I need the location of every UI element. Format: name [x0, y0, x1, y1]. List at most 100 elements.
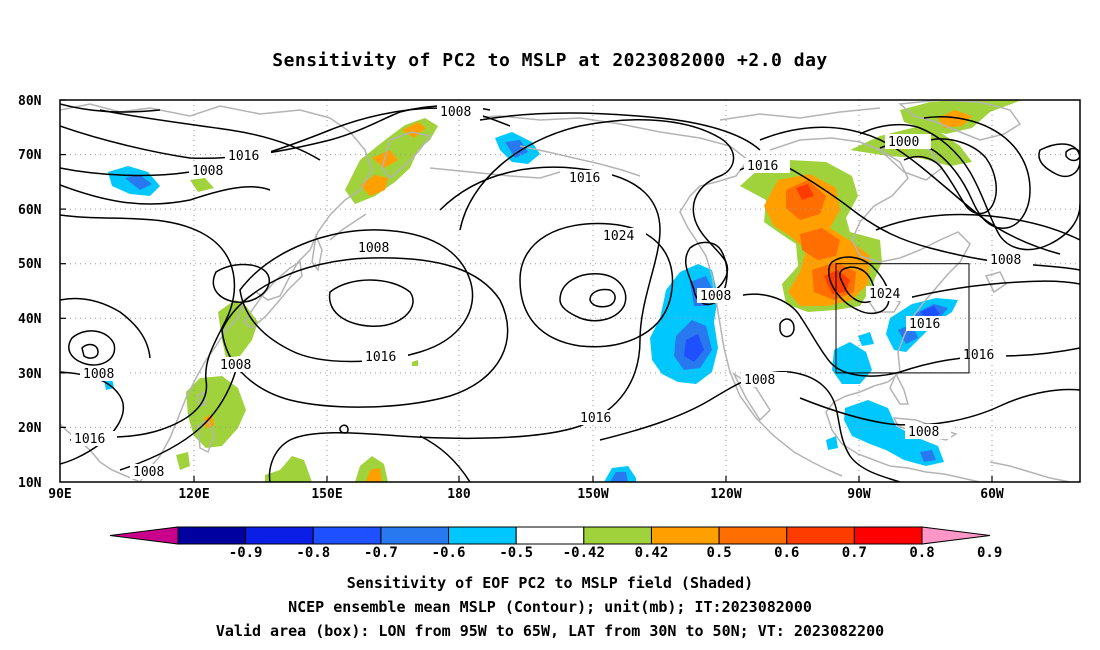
coastline-alaska-west: [519, 145, 641, 177]
svg-text:1000: 1000: [888, 135, 919, 150]
sensitivity-shading: [104, 100, 1022, 482]
contour-label: 1008: [697, 288, 743, 304]
coastline-florida: [889, 372, 909, 405]
svg-text:1008: 1008: [133, 465, 164, 480]
shade-positive-green: [190, 178, 214, 192]
contour-1008-siberia: [99, 109, 321, 161]
contour-closed-asia: [212, 263, 271, 303]
contour-1024-high: [519, 222, 674, 348]
contour-label: 1016: [577, 410, 623, 426]
shade-positive-green: [265, 456, 312, 482]
colorbar-label: -0.6: [432, 545, 466, 561]
lon-label: 60W: [980, 487, 1004, 502]
contour-label: 1008: [130, 464, 176, 480]
shade-positive-green: [176, 452, 190, 470]
colorbar-label: 0.7: [842, 545, 867, 561]
colorbar-label: -0.42: [563, 545, 605, 561]
contour-1008-na: [599, 371, 901, 482]
colorbar-segment: [853, 526, 923, 545]
colorbar-label: 0.5: [706, 545, 731, 561]
svg-text:1016: 1016: [580, 411, 611, 426]
shade-positive-red: [796, 184, 814, 200]
colorbar-label: -0.7: [364, 545, 398, 561]
shade-positive-orange: [366, 468, 382, 482]
lon-label: 90W: [847, 487, 871, 502]
contour-label: 1008: [905, 424, 951, 440]
contour-label: 1008: [80, 366, 126, 382]
shade-negative-light: [826, 436, 838, 450]
contour-1016-north: [60, 105, 491, 160]
coastline-na-west: [695, 239, 843, 477]
coastline-arctic: [719, 107, 881, 121]
contour-label: 1000: [885, 134, 931, 150]
contour-label: 1016: [225, 148, 271, 164]
svg-text:1016: 1016: [74, 432, 105, 447]
colorbar-segment: [380, 526, 450, 545]
lat-label: 80N: [18, 94, 42, 109]
shade-negative-strong: [684, 334, 704, 362]
colorbar-segment: [177, 526, 247, 545]
svg-text:1016: 1016: [963, 348, 994, 363]
contour-label: 1008: [355, 240, 401, 256]
colorbar-segment: [312, 526, 382, 545]
colorbar: -0.9 -0.8 -0.7 -0.6 -0.5 -0.42 0.42 0.5 0.6 0.7 0.…: [109, 526, 1002, 561]
contour-1016-pacific: [221, 257, 509, 408]
colorbar-segment: [583, 526, 652, 545]
contour-label: 1016: [960, 347, 1006, 363]
svg-text:1008: 1008: [440, 105, 471, 120]
lat-label: 30N: [18, 367, 42, 382]
contour-1008-east-asia: [119, 369, 237, 471]
coastline-kamchatka: [381, 131, 432, 180]
contour-label: 1016: [906, 316, 952, 332]
contour-label: 1016: [566, 170, 612, 186]
lon-label: 150E: [311, 487, 342, 502]
coastline: [60, 103, 331, 119]
contour-1008-pacific: [239, 229, 474, 363]
contour-label: 1016: [744, 158, 790, 174]
coastline: [309, 117, 373, 251]
contour-984: [903, 138, 998, 215]
svg-text:1008: 1008: [358, 241, 389, 256]
contour-label: 1008: [217, 357, 263, 373]
contour-1016-mid: [60, 184, 271, 205]
svg-text:1016: 1016: [569, 171, 600, 186]
contour-closed-na: [779, 318, 795, 338]
svg-text:1016: 1016: [747, 159, 778, 174]
contour-closed-asia-small: [81, 343, 99, 359]
shade-positive-orange: [938, 110, 972, 128]
coastline-taiwan: [197, 390, 207, 407]
shade-positive-green: [412, 360, 418, 366]
shade-negative-dark: [610, 472, 628, 482]
coastline-aleutians: [429, 167, 561, 179]
contour-closed-w-pacific: [328, 279, 414, 327]
svg-text:1024: 1024: [869, 287, 900, 302]
coastline-canada-east: [859, 231, 971, 387]
lon-label: 150W: [577, 487, 608, 502]
svg-text:1008: 1008: [744, 373, 775, 388]
svg-text:1008: 1008: [700, 289, 731, 304]
colorbar-segment: [515, 526, 585, 545]
contour-1008-w-asia-s: [60, 297, 151, 359]
contour-992: [879, 116, 1031, 229]
contour-1016-subtrop: [799, 388, 1080, 426]
shade-negative-light: [858, 332, 874, 346]
contour-closed-inner: [589, 288, 616, 308]
shade-negative-dark: [125, 175, 152, 190]
contour-label: 1024: [866, 286, 912, 302]
contour-label: 1008: [437, 104, 483, 120]
colorbar-segment: [650, 526, 720, 545]
lat-label: 60N: [18, 203, 42, 218]
svg-text:1008: 1008: [990, 253, 1021, 268]
colorbar-label: -0.5: [499, 545, 533, 561]
contour-1008-low: [60, 214, 236, 381]
colorbar-triangle-high: [921, 526, 991, 545]
contour-1016-alaska: [479, 112, 761, 151]
colorbar-segment: [718, 526, 788, 545]
lon-label: 180: [447, 487, 471, 502]
coastline-alaska: [469, 115, 750, 241]
coastline-newfoundland: [984, 271, 1007, 294]
contour-label: 1008: [987, 252, 1033, 268]
shade-positive-red-orange: [800, 228, 840, 260]
shade-positive-red: [824, 270, 850, 294]
contour-1008-canada: [759, 126, 1061, 255]
